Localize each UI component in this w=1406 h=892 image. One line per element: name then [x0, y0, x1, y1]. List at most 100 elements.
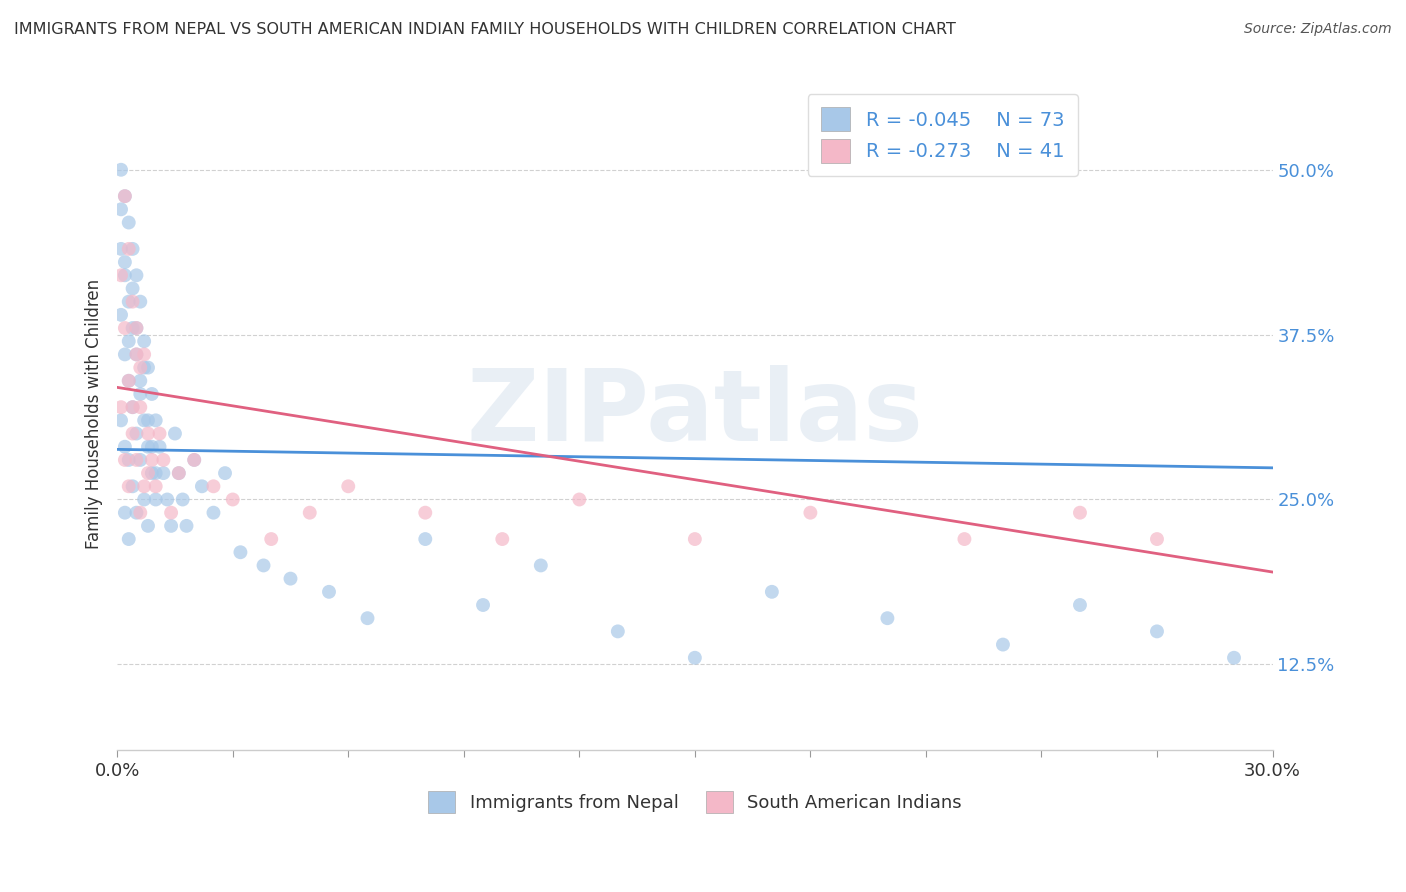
Point	[110, 202, 132, 217]
Point	[114, 347, 136, 361]
Point	[114, 268, 136, 283]
Point	[134, 413, 156, 427]
Point	[121, 400, 143, 414]
Point	[280, 572, 302, 586]
Point	[298, 506, 321, 520]
Point	[129, 400, 152, 414]
Point	[118, 453, 141, 467]
Point	[125, 426, 148, 441]
Point	[110, 242, 132, 256]
Point	[252, 558, 274, 573]
Point	[129, 453, 152, 467]
Point	[134, 360, 156, 375]
Point	[1146, 532, 1168, 546]
Point	[125, 321, 148, 335]
Point	[145, 413, 167, 427]
Point	[110, 162, 132, 177]
Point	[1069, 506, 1091, 520]
Point	[568, 492, 591, 507]
Point	[183, 453, 205, 467]
Point	[118, 532, 141, 546]
Point	[136, 519, 159, 533]
Point	[110, 308, 132, 322]
Point	[953, 532, 976, 546]
Point	[229, 545, 252, 559]
Point	[172, 492, 194, 507]
Point	[125, 268, 148, 283]
Point	[337, 479, 360, 493]
Point	[125, 453, 148, 467]
Point	[202, 479, 225, 493]
Point	[156, 492, 179, 507]
Point	[318, 584, 340, 599]
Point	[530, 558, 553, 573]
Point	[134, 334, 156, 349]
Point	[114, 321, 136, 335]
Point	[202, 506, 225, 520]
Point	[136, 360, 159, 375]
Point	[222, 492, 245, 507]
Point	[176, 519, 198, 533]
Point	[121, 281, 143, 295]
Point	[876, 611, 898, 625]
Point	[991, 638, 1014, 652]
Point	[260, 532, 283, 546]
Point	[118, 374, 141, 388]
Point	[118, 479, 141, 493]
Point	[118, 215, 141, 229]
Point	[121, 321, 143, 335]
Text: ZIPatlas: ZIPatlas	[467, 365, 924, 462]
Point	[683, 532, 706, 546]
Point	[118, 242, 141, 256]
Point	[125, 347, 148, 361]
Legend: Immigrants from Nepal, South American Indians: Immigrants from Nepal, South American In…	[419, 781, 970, 822]
Point	[134, 347, 156, 361]
Point	[114, 189, 136, 203]
Point	[761, 584, 783, 599]
Point	[413, 532, 436, 546]
Point	[491, 532, 513, 546]
Point	[121, 400, 143, 414]
Point	[136, 413, 159, 427]
Point	[114, 440, 136, 454]
Text: Source: ZipAtlas.com: Source: ZipAtlas.com	[1244, 22, 1392, 37]
Point	[148, 440, 170, 454]
Point	[110, 268, 132, 283]
Point	[136, 426, 159, 441]
Point	[167, 466, 190, 480]
Point	[145, 479, 167, 493]
Point	[129, 387, 152, 401]
Point	[110, 400, 132, 414]
Point	[167, 466, 190, 480]
Point	[118, 294, 141, 309]
Point	[129, 374, 152, 388]
Point	[145, 466, 167, 480]
Point	[141, 440, 163, 454]
Point	[214, 466, 236, 480]
Point	[160, 506, 183, 520]
Point	[160, 519, 183, 533]
Point	[129, 506, 152, 520]
Point	[152, 453, 174, 467]
Point	[114, 255, 136, 269]
Point	[134, 492, 156, 507]
Point	[121, 426, 143, 441]
Point	[191, 479, 214, 493]
Point	[125, 347, 148, 361]
Point	[114, 189, 136, 203]
Y-axis label: Family Households with Children: Family Households with Children	[86, 278, 103, 549]
Point	[121, 242, 143, 256]
Point	[121, 479, 143, 493]
Point	[148, 426, 170, 441]
Point	[114, 506, 136, 520]
Point	[125, 506, 148, 520]
Text: IMMIGRANTS FROM NEPAL VS SOUTH AMERICAN INDIAN FAMILY HOUSEHOLDS WITH CHILDREN C: IMMIGRANTS FROM NEPAL VS SOUTH AMERICAN …	[14, 22, 956, 37]
Point	[141, 387, 163, 401]
Point	[163, 426, 186, 441]
Point	[118, 374, 141, 388]
Point	[152, 466, 174, 480]
Point	[114, 453, 136, 467]
Point	[110, 413, 132, 427]
Point	[129, 360, 152, 375]
Point	[683, 650, 706, 665]
